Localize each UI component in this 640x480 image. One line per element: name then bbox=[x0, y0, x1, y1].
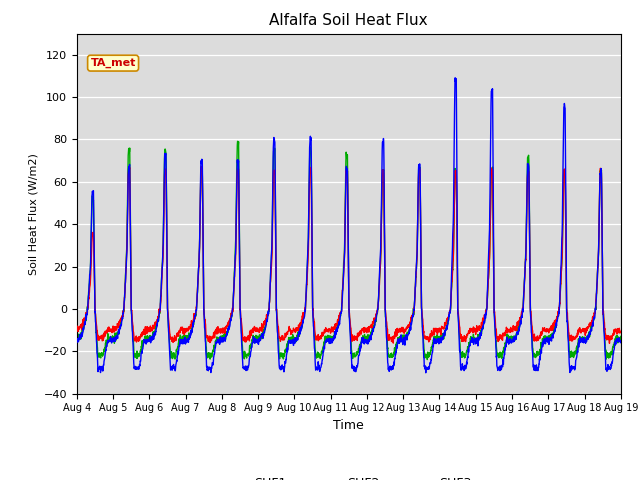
SHF1 bbox=[605, 340, 613, 346]
Y-axis label: Soil Heat Flux (W/m2): Soil Heat Flux (W/m2) bbox=[28, 153, 38, 275]
Line: SHF2: SHF2 bbox=[77, 78, 621, 373]
SHF1 bbox=[365, 324, 372, 330]
SHF2 bbox=[451, 75, 459, 81]
SHF3 bbox=[570, 349, 577, 355]
SHF2 bbox=[365, 340, 372, 346]
SHF1 bbox=[376, 261, 384, 267]
SHF2 bbox=[225, 327, 232, 333]
SHF2 bbox=[73, 339, 81, 345]
SHF1 bbox=[197, 164, 205, 169]
SHF1 bbox=[225, 319, 232, 324]
SHF3 bbox=[508, 333, 515, 339]
Text: TA_met: TA_met bbox=[90, 58, 136, 68]
SHF1 bbox=[584, 325, 592, 331]
SHF3 bbox=[376, 261, 384, 267]
Legend: SHF1, SHF2, SHF3: SHF1, SHF2, SHF3 bbox=[221, 472, 477, 480]
SHF2 bbox=[570, 365, 577, 371]
SHF1 bbox=[507, 329, 515, 335]
SHF3 bbox=[225, 324, 232, 330]
SHF2 bbox=[508, 340, 515, 346]
SHF3 bbox=[234, 138, 242, 144]
X-axis label: Time: Time bbox=[333, 419, 364, 432]
SHF1 bbox=[73, 324, 81, 330]
SHF2 bbox=[617, 338, 625, 344]
SHF3 bbox=[365, 336, 372, 341]
Title: Alfalfa Soil Heat Flux: Alfalfa Soil Heat Flux bbox=[269, 13, 428, 28]
SHF2 bbox=[422, 370, 429, 376]
SHF1 bbox=[617, 330, 625, 336]
SHF3 bbox=[617, 334, 625, 339]
SHF1 bbox=[569, 336, 577, 341]
SHF3 bbox=[73, 335, 81, 340]
SHF2 bbox=[376, 255, 384, 261]
Line: SHF3: SHF3 bbox=[77, 141, 621, 360]
SHF3 bbox=[584, 334, 592, 340]
Line: SHF1: SHF1 bbox=[77, 167, 621, 343]
SHF2 bbox=[584, 336, 592, 342]
SHF3 bbox=[424, 357, 431, 362]
